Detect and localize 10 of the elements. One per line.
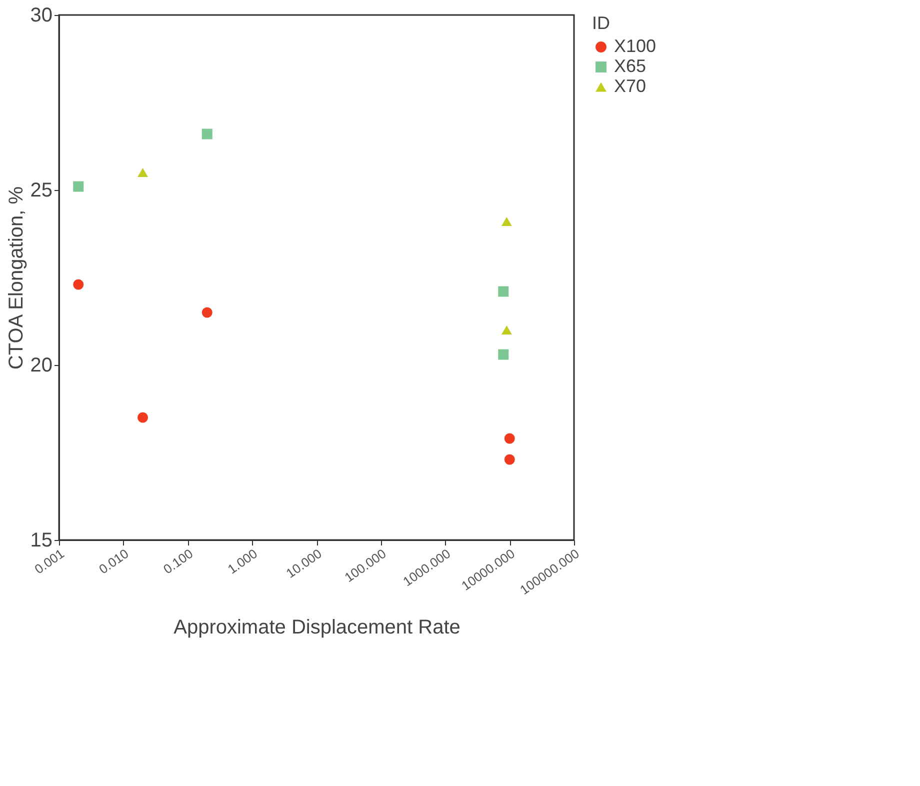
y-axis-title: CTOA Elongation, % — [5, 186, 28, 370]
legend-label: X65 — [614, 56, 646, 76]
y-tick-label: 20 — [30, 354, 52, 376]
legend-label: X100 — [614, 36, 656, 56]
y-tick-label: 25 — [30, 180, 52, 202]
x-axis-title: Approximate Displacement Rate — [174, 616, 460, 639]
y-tick-label: 15 — [30, 530, 52, 552]
y-tick-label: 30 — [30, 4, 52, 26]
legend-label: X70 — [614, 76, 646, 96]
legend-title: ID — [592, 13, 610, 33]
